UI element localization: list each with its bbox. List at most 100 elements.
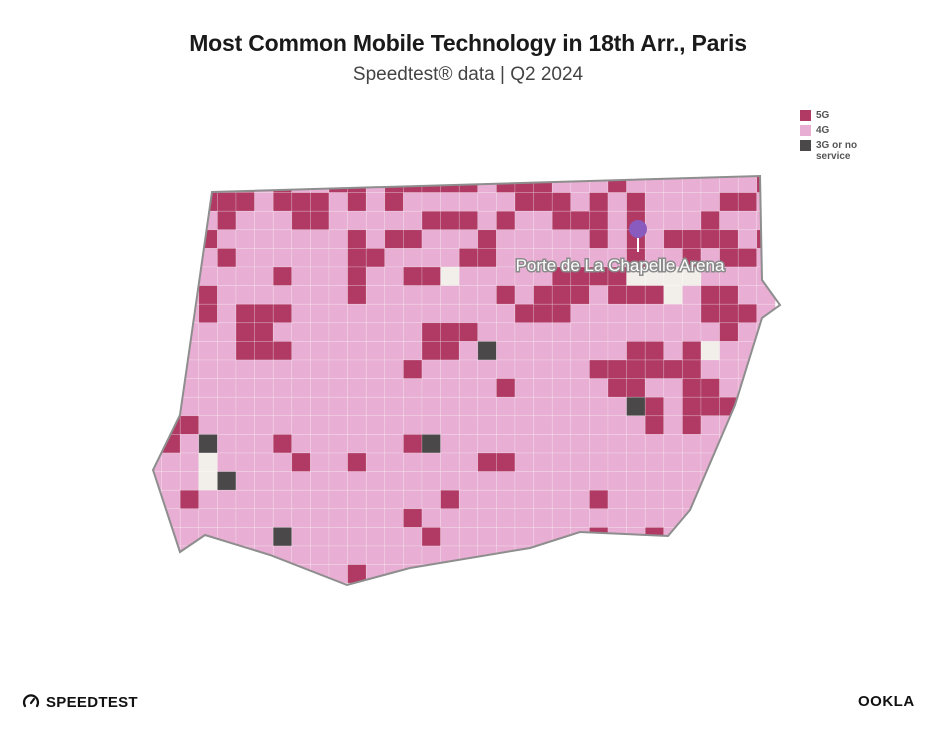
coverage-tile <box>384 210 404 231</box>
coverage-tile <box>626 341 646 361</box>
coverage-tile <box>589 564 609 584</box>
coverage-tile <box>719 452 739 472</box>
coverage-tile <box>365 471 386 491</box>
coverage-tile <box>663 434 683 454</box>
coverage-tile <box>589 378 609 398</box>
coverage-tile <box>421 489 441 510</box>
coverage-tile <box>272 471 293 491</box>
coverage-tile <box>198 396 218 417</box>
coverage-tile <box>514 359 534 379</box>
coverage-tile <box>198 341 218 361</box>
coverage-tile <box>626 471 646 491</box>
coverage-tile <box>607 527 627 547</box>
coverage-tile <box>153 545 162 565</box>
coverage-tile <box>403 285 423 305</box>
coverage-tile <box>310 415 330 435</box>
coverage-tile <box>570 176 590 193</box>
coverage-tile <box>421 545 441 565</box>
coverage-tile <box>719 210 739 231</box>
coverage-tile <box>533 210 553 231</box>
coverage-tile <box>365 266 386 286</box>
coverage-tile <box>161 192 181 212</box>
coverage-tile <box>514 508 534 528</box>
coverage-tile <box>403 210 423 231</box>
coverage-tile <box>551 192 572 212</box>
coverage-tile <box>496 378 516 398</box>
coverage-tile <box>421 192 441 212</box>
coverage-tile <box>551 285 572 305</box>
coverage-tile <box>737 303 758 324</box>
coverage-tile <box>440 564 460 584</box>
coverage-tile <box>589 527 609 547</box>
coverage-tile <box>551 396 572 417</box>
coverage-tile <box>347 545 367 565</box>
coverage-tile <box>440 508 460 528</box>
coverage-tile <box>310 582 330 585</box>
coverage-tile <box>644 434 665 454</box>
coverage-tile <box>607 508 627 528</box>
coverage-tile <box>477 508 497 528</box>
coverage-tile <box>161 434 181 454</box>
coverage-tile <box>533 396 553 417</box>
coverage-tile <box>365 415 386 435</box>
coverage-tile <box>328 378 348 398</box>
coverage-tile <box>626 415 646 435</box>
coverage-tile <box>235 489 255 510</box>
coverage-tile <box>272 359 293 379</box>
coverage-tile <box>458 303 479 324</box>
coverage-tile <box>477 489 497 510</box>
coverage-tile <box>737 396 758 417</box>
coverage-tile <box>551 359 572 379</box>
coverage-tile <box>198 471 218 491</box>
coverage-tile <box>217 396 237 417</box>
coverage-grid <box>153 176 776 585</box>
coverage-tile <box>663 285 683 305</box>
coverage-tile <box>384 508 404 528</box>
coverage-tile <box>496 285 516 305</box>
coverage-tile <box>663 582 683 585</box>
coverage-tile <box>217 266 237 286</box>
coverage-tile <box>347 359 367 379</box>
coverage-tile <box>458 508 479 528</box>
coverage-tile <box>179 508 200 528</box>
coverage-tile <box>235 285 255 305</box>
coverage-tile <box>440 471 460 491</box>
coverage-tile <box>589 582 609 585</box>
coverage-tile <box>551 322 572 342</box>
coverage-tile <box>254 564 274 584</box>
coverage-tile <box>570 192 590 212</box>
coverage-tile <box>440 303 460 324</box>
coverage-tile <box>272 508 293 528</box>
coverage-tile <box>403 248 423 268</box>
coverage-tile <box>310 229 330 249</box>
coverage-tile <box>384 527 404 547</box>
coverage-tile <box>384 434 404 454</box>
coverage-tile <box>458 285 479 305</box>
coverage-tile <box>328 415 348 435</box>
coverage-tile <box>153 489 162 510</box>
coverage-tile <box>589 508 609 528</box>
coverage-tile <box>254 266 274 286</box>
coverage-tile <box>235 452 255 472</box>
coverage-tile <box>235 564 255 584</box>
coverage-tile <box>179 564 200 584</box>
coverage-tile <box>153 248 162 268</box>
coverage-tile <box>589 192 609 212</box>
coverage-tile <box>384 489 404 510</box>
page-title: Most Common Mobile Technology in 18th Ar… <box>189 30 747 56</box>
coverage-tile <box>756 415 776 435</box>
coverage-tile <box>384 452 404 472</box>
coverage-tile <box>403 192 423 212</box>
coverage-tile <box>700 434 720 454</box>
coverage-tile <box>217 341 237 361</box>
coverage-tile <box>272 341 293 361</box>
coverage-tile <box>421 210 441 231</box>
coverage-tile <box>514 210 534 231</box>
coverage-tile <box>477 396 497 417</box>
coverage-tile <box>551 176 572 193</box>
speedtest-gauge-icon <box>22 694 40 708</box>
coverage-tile <box>682 527 702 547</box>
coverage-tile <box>644 452 665 472</box>
coverage-tile <box>533 508 553 528</box>
coverage-tile <box>153 266 162 286</box>
